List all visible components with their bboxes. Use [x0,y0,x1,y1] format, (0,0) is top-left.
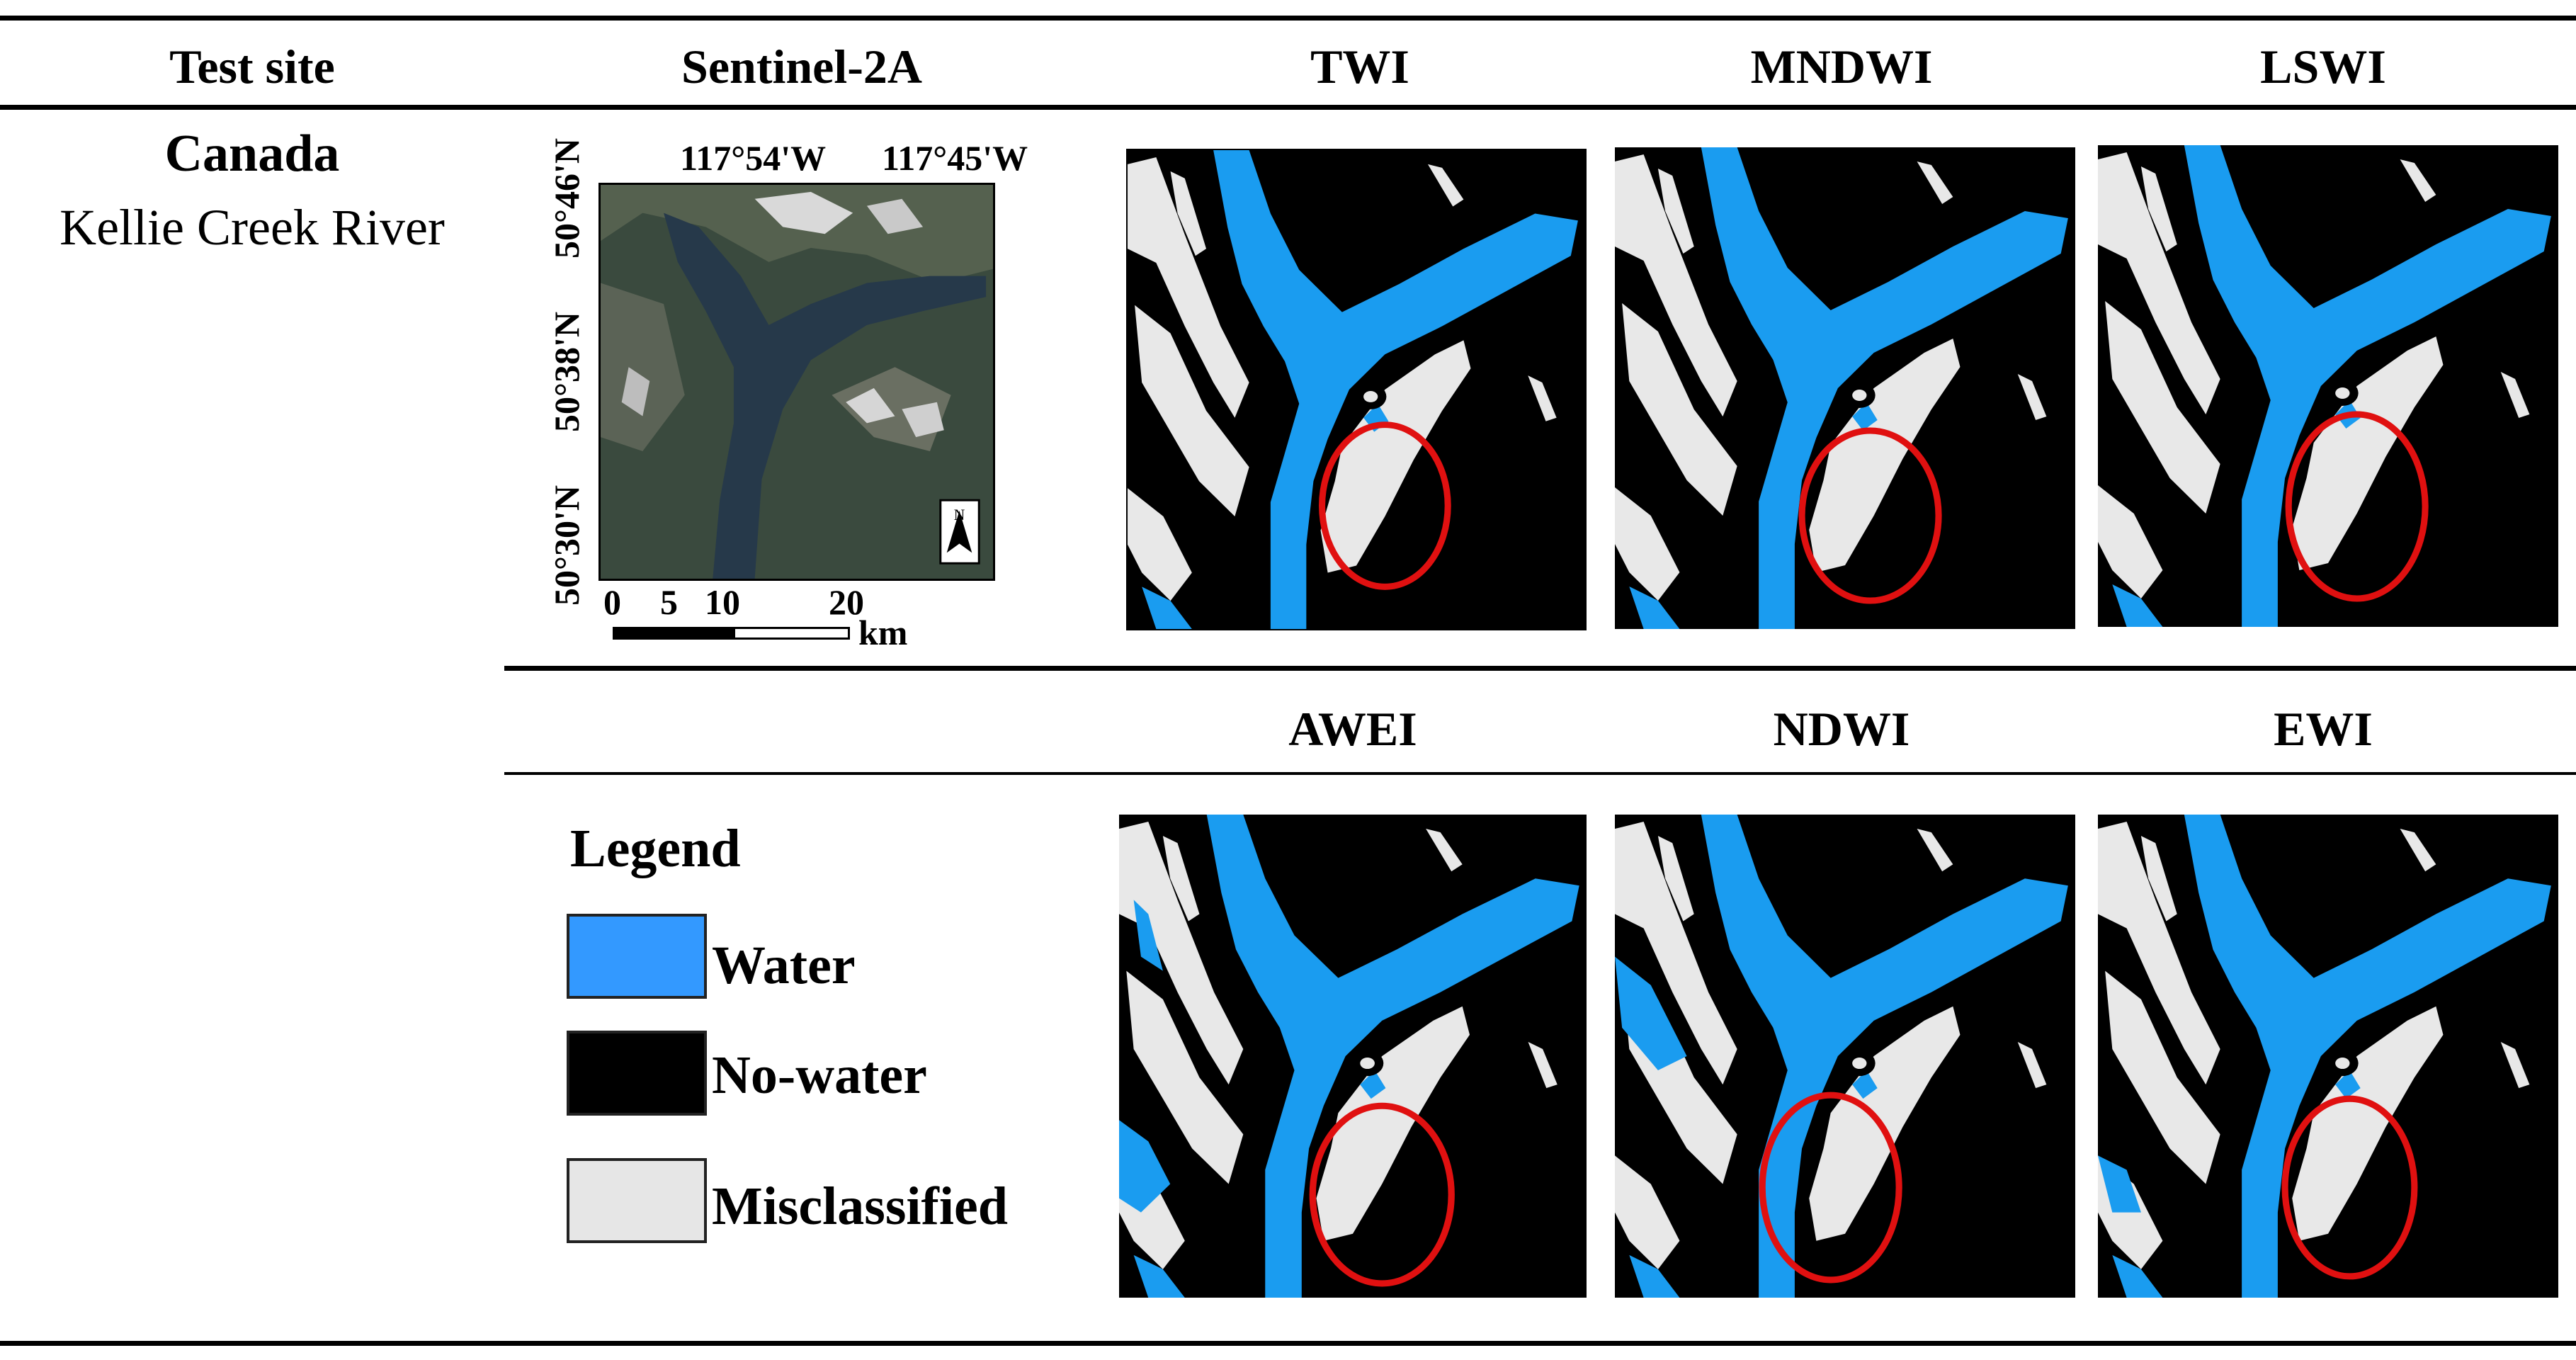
legend-swatch-water [567,914,707,999]
lat-label-1: 50°46'N [547,138,586,259]
lon-label-2: 117°45'W [882,138,1028,178]
scale-unit: km [858,613,908,652]
header-lswi: LSWI [2260,40,2386,94]
twi-map [1126,149,1587,630]
north-arrow-letter: N [954,506,965,523]
scale-bar [613,627,850,640]
legend-label-no-water: No-water [712,1046,927,1105]
legend-label-misclassified: Misclassified [712,1177,1008,1236]
site-name: Kellie Creek River [59,199,445,256]
lat-label-3: 50°30'N [547,485,586,606]
sentinel-satellite-image: N [598,183,995,581]
lon-label-1: 117°54'W [680,138,827,178]
bottom-rule [0,1341,2576,1346]
scale-tick-0: 0 [603,582,621,622]
scale-tick-5: 5 [660,582,678,622]
second-header-rule [504,772,2576,775]
lswi-map [2098,145,2558,627]
legend-swatch-no-water [567,1031,707,1116]
header-ndwi: NDWI [1773,702,1910,756]
legend-title: Legend [570,819,741,878]
ndwi-map [1615,815,2075,1298]
header-mndwi: MNDWI [1750,40,1933,94]
ewi-map [2098,815,2558,1298]
header-ewi: EWI [2274,702,2373,756]
mndwi-map [1615,147,2075,629]
mid-rule [504,666,2576,671]
header-awei: AWEI [1288,702,1417,756]
header-rule [0,105,2576,110]
scale-bar-black-segment [615,629,735,638]
awei-map [1119,815,1587,1298]
site-country: Canada [164,125,340,183]
scale-tick-10: 10 [705,582,740,622]
legend-label-water: Water [712,936,856,995]
top-rule [0,16,2576,21]
legend-swatch-misclassified [567,1158,707,1243]
scale-tick-20: 20 [829,582,864,622]
header-test-site: Test site [169,40,335,94]
header-sentinel: Sentinel-2A [681,40,922,94]
header-twi: TWI [1310,40,1409,94]
lat-label-2: 50°38'N [547,312,586,432]
